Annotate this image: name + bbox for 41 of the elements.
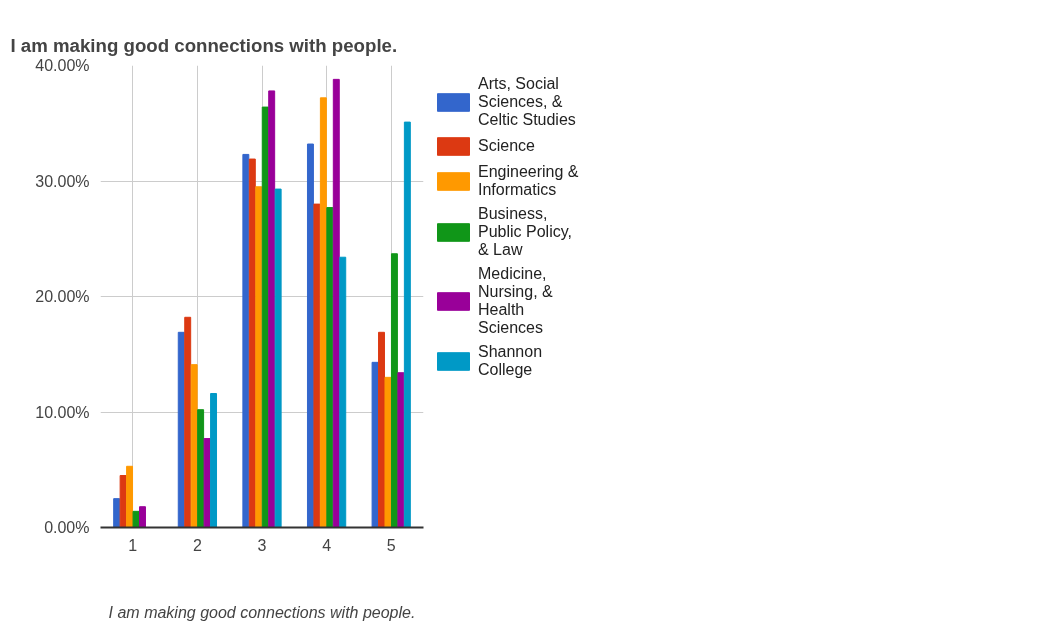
bar xyxy=(326,207,334,528)
y-tick-label: 0.00% xyxy=(44,519,90,536)
bar xyxy=(210,393,218,528)
x-tick-label: 2 xyxy=(192,536,202,554)
bar xyxy=(197,409,205,528)
x-tick-label: 5 xyxy=(386,536,396,554)
x-tick-label: 1 xyxy=(128,536,138,554)
y-tick-label: 30.00% xyxy=(35,172,90,190)
legend-label: Medicine, Nursing, & Health Sciences xyxy=(478,265,553,337)
bar xyxy=(371,361,379,528)
bar xyxy=(274,188,282,528)
legend-label: Engineering & Informatics xyxy=(478,163,579,199)
bar xyxy=(268,90,276,528)
legend-label: Science xyxy=(478,136,535,156)
bar xyxy=(403,121,411,528)
bar xyxy=(184,316,192,528)
bar xyxy=(339,256,347,528)
x-tick-label: 4 xyxy=(322,536,332,554)
bar xyxy=(255,186,263,528)
bar xyxy=(139,506,146,528)
bar xyxy=(313,203,321,528)
bar xyxy=(319,97,327,528)
legend-label: Arts, Social Sciences, & Celtic Studies xyxy=(478,75,576,129)
bar xyxy=(132,510,140,528)
bar xyxy=(390,253,398,528)
bar xyxy=(242,153,250,528)
legend-label: Shannon College xyxy=(478,343,543,379)
y-tick-label: 40.00% xyxy=(35,57,90,74)
x-axis-title: I am making good connections with people. xyxy=(108,603,416,621)
chart-title: I am making good connections with people. xyxy=(10,34,398,56)
y-tick-label: 20.00% xyxy=(35,288,90,305)
bar xyxy=(119,475,127,528)
bar xyxy=(190,364,198,528)
y-tick-label: 10.00% xyxy=(35,403,90,421)
x-tick-label: 3 xyxy=(257,536,267,554)
legend-label: Business, Public Policy, & Law xyxy=(478,205,572,259)
bar xyxy=(126,465,134,528)
bar xyxy=(397,372,405,528)
bar xyxy=(332,78,340,528)
bar xyxy=(203,438,211,528)
bar xyxy=(384,376,392,528)
